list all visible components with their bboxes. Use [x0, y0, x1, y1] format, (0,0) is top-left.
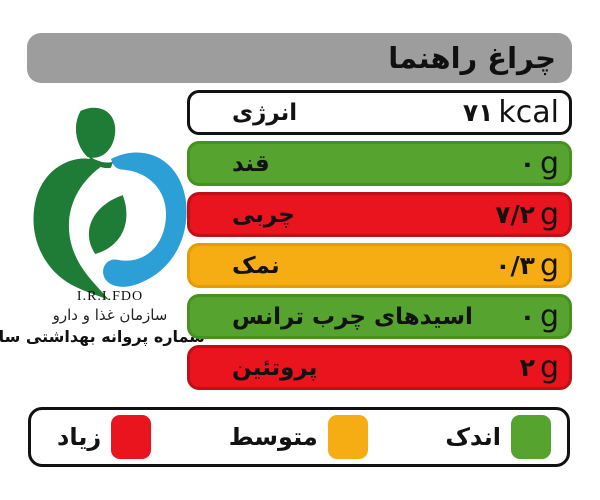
- legend-label: متوسط: [228, 423, 318, 451]
- nutrient-value: ۰ g: [519, 145, 559, 181]
- header-bar: چراغ راهنما: [27, 33, 572, 83]
- value-number: ۷۱: [462, 98, 494, 127]
- legend: اندک متوسط زیاد: [28, 407, 570, 467]
- org-license: شماره پروانه بهداشتی ساخت: [0, 327, 205, 346]
- nutrient-label: نمک: [232, 252, 280, 279]
- org-panel: I.R.I.FDO سازمان غذا و دارو شماره پروانه…: [0, 105, 205, 346]
- nutrient-row-energy: انرژی ۷۱ kcal: [187, 90, 572, 135]
- logo-top-leaf: [75, 107, 116, 158]
- legend-label: اندک: [445, 423, 501, 451]
- org-name: سازمان غذا و دارو: [52, 306, 168, 324]
- logo-green-shape: [33, 158, 110, 301]
- nutrient-row-trans-fat: اسیدهای چرب ترانس ۰ g: [187, 294, 572, 339]
- nutrient-label: انرژی: [232, 99, 298, 126]
- legend-item-high: زیاد: [47, 415, 152, 459]
- org-acronym: I.R.I.FDO: [76, 289, 144, 304]
- nutrient-row-sugar: قند ۰ g: [187, 141, 572, 186]
- legend-label: زیاد: [57, 423, 102, 451]
- value-unit: g: [539, 298, 559, 334]
- nutrient-value: ۷/۲ g: [495, 196, 559, 232]
- nutrient-label: قند: [232, 150, 270, 177]
- logo-blue-shape: [103, 152, 187, 287]
- nutrient-label: پروتئین: [232, 354, 318, 381]
- legend-item-low: اندک: [435, 415, 551, 459]
- nutrient-row-fat: چربی ۷/۲ g: [187, 192, 572, 237]
- header-title: چراغ راهنما: [388, 41, 556, 75]
- value-unit: g: [539, 349, 559, 385]
- value-number: ۲: [519, 353, 535, 382]
- legend-swatch-yellow: [327, 415, 368, 459]
- value-number: ۰: [519, 149, 535, 178]
- irifdo-logo: [33, 107, 187, 301]
- value-number: ۰/۳: [495, 251, 535, 280]
- nutrient-value: ۲ g: [519, 349, 559, 385]
- logo-center-leaf: [88, 195, 127, 254]
- nutrient-rows: انرژی ۷۱ kcal قند ۰ g چربی ۷/۲ g نمک ۰/۳: [187, 90, 572, 396]
- value-unit: g: [539, 247, 559, 283]
- nutrient-label: اسیدهای چرب ترانس: [232, 303, 473, 330]
- logo-stem: [87, 154, 113, 169]
- legend-item-medium: متوسط: [219, 415, 368, 459]
- legend-swatch-green: [511, 415, 551, 459]
- value-unit: kcal: [498, 94, 559, 130]
- legend-swatch-red: [111, 415, 152, 459]
- nutrient-row-protein: پروتئین ۲ g: [187, 345, 572, 390]
- nutrient-row-salt: نمک ۰/۳ g: [187, 243, 572, 288]
- value-number: ۷/۲: [495, 200, 535, 229]
- value-unit: g: [539, 145, 559, 181]
- nutrient-value: ۰/۳ g: [495, 247, 559, 283]
- nutrient-value: ۷۱ kcal: [462, 94, 559, 130]
- value-number: ۰: [519, 302, 535, 331]
- value-unit: g: [539, 196, 559, 232]
- nutrient-label: چربی: [232, 201, 295, 228]
- nutrient-value: ۰ g: [519, 298, 559, 334]
